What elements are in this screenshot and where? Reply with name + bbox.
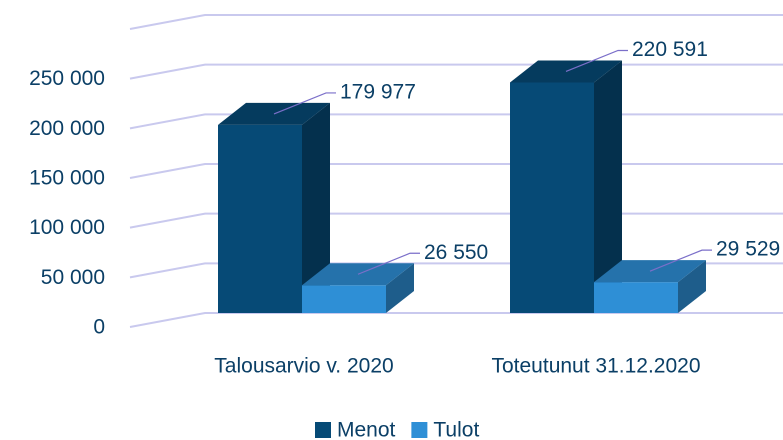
legend-label: Menot: [337, 419, 396, 440]
bar-side: [302, 102, 330, 313]
value-label: 179 977: [340, 80, 416, 103]
y-tick-label: 100 000: [29, 216, 105, 239]
bar-side: [678, 260, 706, 313]
bar-front: [594, 282, 678, 313]
y-tick-label: 0: [93, 316, 105, 339]
grid-frame: [129, 14, 783, 30]
leader-line: [565, 49, 628, 73]
legend-swatch: [315, 422, 331, 438]
value-label: 26 550: [424, 241, 488, 264]
y-tick-label: 150 000: [29, 167, 105, 190]
leader-line: [649, 249, 712, 272]
legend-label: Tulot: [433, 419, 479, 440]
y-tick-label: 200 000: [29, 117, 105, 140]
y-tick-label: 50 000: [41, 266, 105, 289]
legend-swatch: [411, 422, 428, 438]
bar-front: [510, 82, 594, 313]
leader-line: [357, 252, 420, 275]
x-tick-label: Toteutunut 31.12.2020: [491, 355, 700, 378]
y-tick-label: 250 000: [29, 67, 105, 90]
grid-line: [129, 312, 783, 328]
value-label: 29 529: [716, 238, 780, 261]
value-label: 220 591: [632, 38, 708, 61]
x-tick-label: Talousarvio v. 2020: [214, 355, 393, 378]
bar-side: [594, 60, 622, 313]
bar-front: [302, 285, 386, 313]
leader-line: [273, 92, 336, 115]
bar-front: [218, 124, 302, 313]
bar-side: [386, 263, 414, 313]
grid-line: [129, 63, 783, 80]
